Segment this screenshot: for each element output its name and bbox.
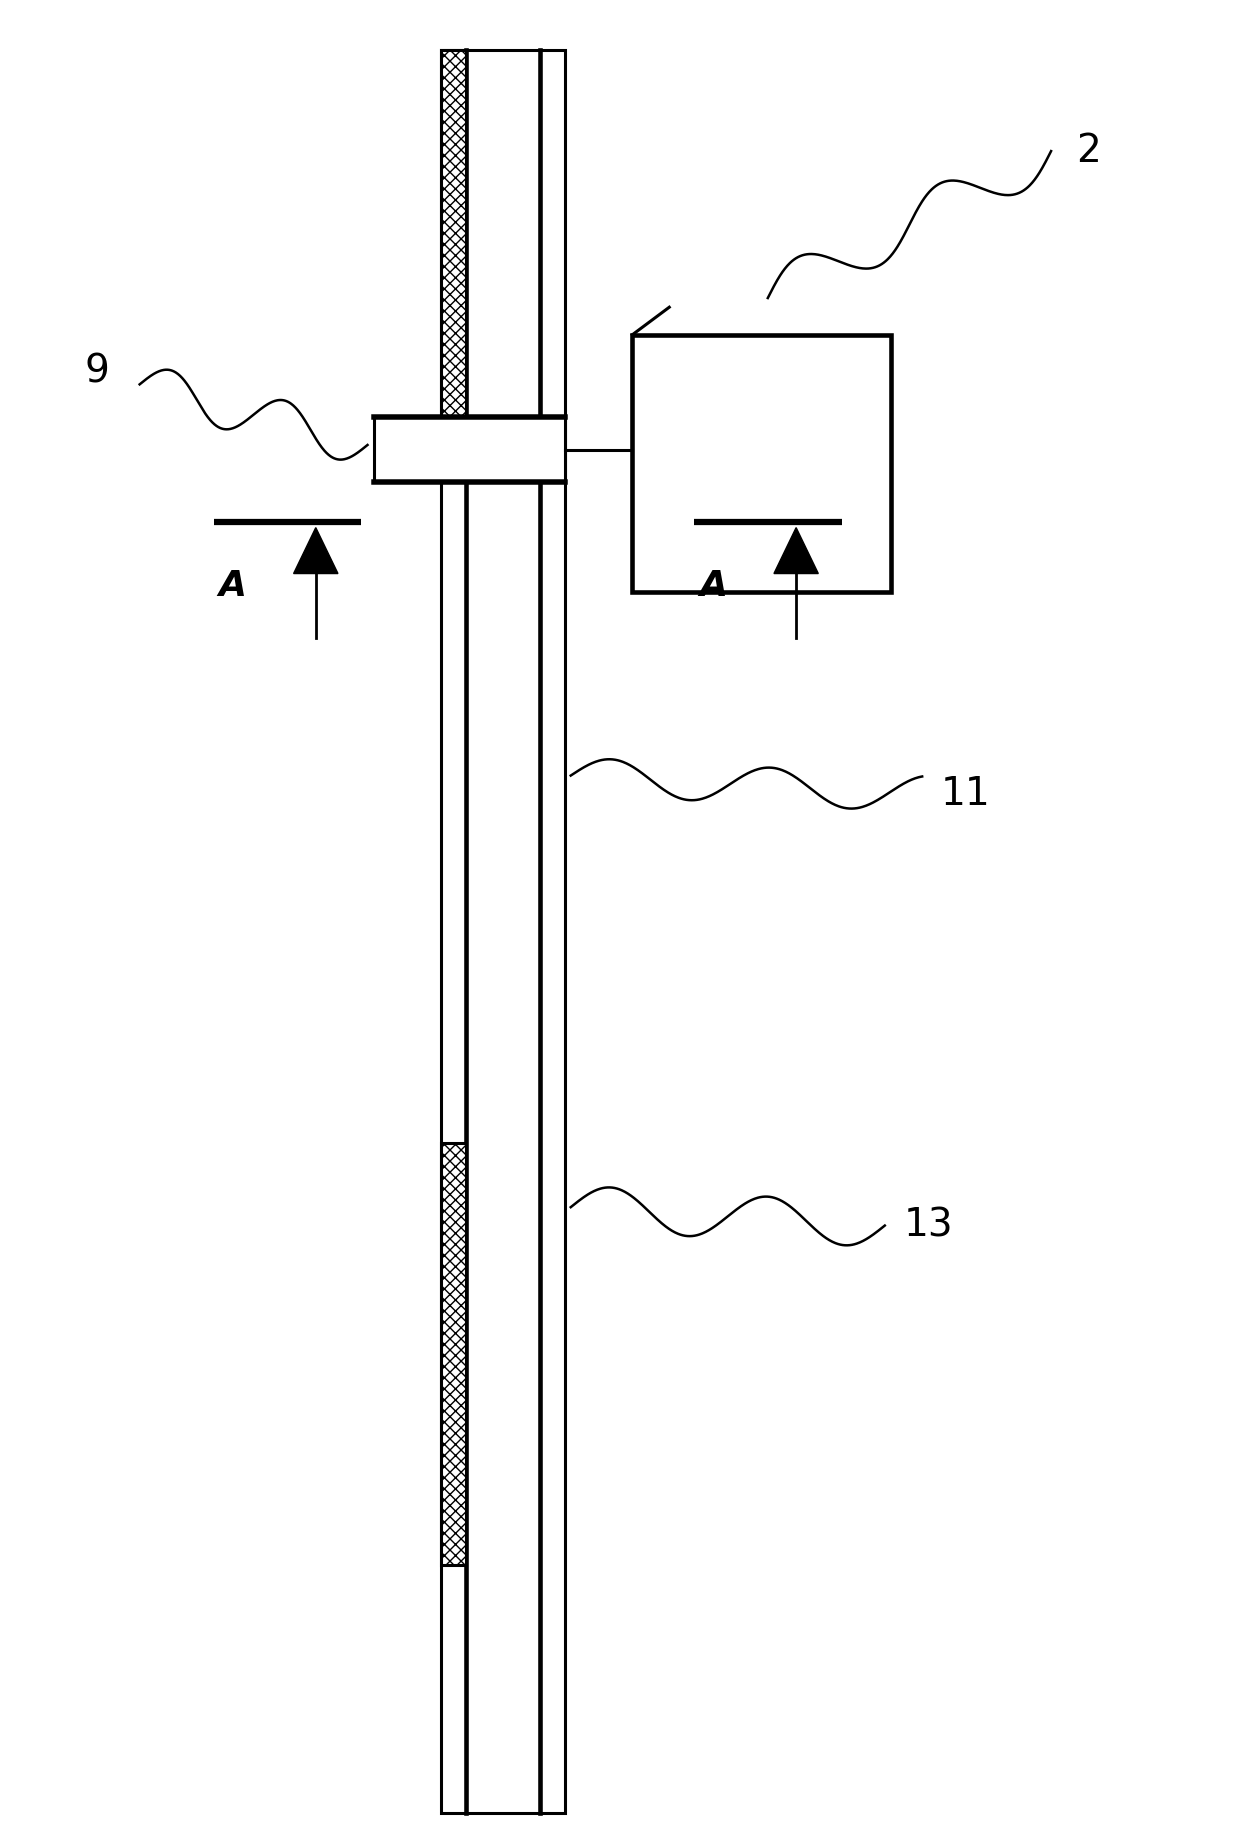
Polygon shape (774, 528, 818, 574)
Text: 9: 9 (84, 352, 109, 391)
Bar (441, 1142, 466, 1565)
Text: A: A (218, 570, 246, 603)
Text: 2: 2 (1076, 133, 1100, 170)
Bar (441, 50, 564, 1814)
Bar (632, 334, 892, 592)
Text: A: A (699, 570, 728, 603)
Text: 13: 13 (903, 1207, 952, 1245)
Bar (373, 417, 564, 482)
Polygon shape (294, 528, 339, 574)
Bar (441, 50, 466, 482)
Text: 11: 11 (940, 775, 990, 814)
